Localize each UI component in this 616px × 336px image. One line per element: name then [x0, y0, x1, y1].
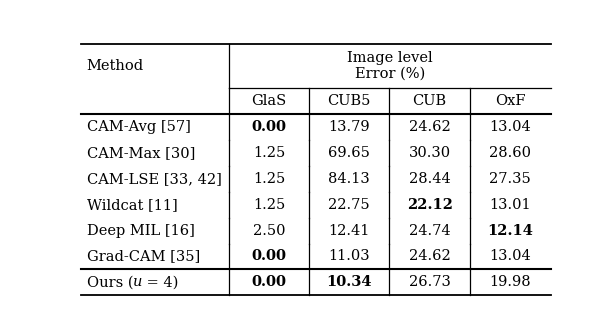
- Text: 1.25: 1.25: [253, 172, 285, 186]
- Text: Wildcat [11]: Wildcat [11]: [86, 198, 177, 212]
- Text: 22.75: 22.75: [328, 198, 370, 212]
- Text: 19.98: 19.98: [489, 275, 531, 289]
- Text: 84.13: 84.13: [328, 172, 370, 186]
- Text: CAM-Avg [57]: CAM-Avg [57]: [86, 120, 190, 134]
- Text: CAM-Max [30]: CAM-Max [30]: [86, 146, 195, 160]
- Text: 0.00: 0.00: [251, 275, 286, 289]
- Text: 0.00: 0.00: [251, 120, 286, 134]
- Text: 24.62: 24.62: [409, 249, 450, 263]
- Text: = 4): = 4): [142, 275, 179, 289]
- Text: 13.79: 13.79: [328, 120, 370, 134]
- Text: 22.12: 22.12: [407, 198, 453, 212]
- Text: 28.60: 28.60: [489, 146, 531, 160]
- Text: OxF: OxF: [495, 94, 525, 108]
- Text: CUB: CUB: [413, 94, 447, 108]
- Text: 12.14: 12.14: [487, 224, 533, 238]
- Text: 2.50: 2.50: [253, 224, 285, 238]
- Text: Error (%): Error (%): [355, 67, 425, 81]
- Text: 30.30: 30.30: [408, 146, 451, 160]
- Text: 26.73: 26.73: [408, 275, 450, 289]
- Text: 13.04: 13.04: [489, 120, 531, 134]
- Text: 1.25: 1.25: [253, 198, 285, 212]
- Text: 0.00: 0.00: [251, 249, 286, 263]
- Text: CAM-LSE [33, 42]: CAM-LSE [33, 42]: [86, 172, 221, 186]
- Text: u: u: [133, 275, 142, 289]
- Text: 69.65: 69.65: [328, 146, 370, 160]
- Text: Deep MIL [16]: Deep MIL [16]: [86, 224, 195, 238]
- Text: 1.25: 1.25: [253, 146, 285, 160]
- Text: CUB5: CUB5: [328, 94, 371, 108]
- Text: 10.34: 10.34: [326, 275, 372, 289]
- Text: 27.35: 27.35: [489, 172, 531, 186]
- Text: 11.03: 11.03: [328, 249, 370, 263]
- Text: 24.74: 24.74: [409, 224, 450, 238]
- Text: 13.01: 13.01: [489, 198, 531, 212]
- Text: 24.62: 24.62: [409, 120, 450, 134]
- Text: 12.41: 12.41: [328, 224, 370, 238]
- Text: GlaS: GlaS: [251, 94, 286, 108]
- Text: Method: Method: [86, 59, 144, 73]
- Text: Ours (: Ours (: [86, 275, 133, 289]
- Text: Grad-CAM [35]: Grad-CAM [35]: [86, 249, 200, 263]
- Text: 13.04: 13.04: [489, 249, 531, 263]
- Text: Image level: Image level: [347, 51, 432, 65]
- Text: 28.44: 28.44: [409, 172, 450, 186]
